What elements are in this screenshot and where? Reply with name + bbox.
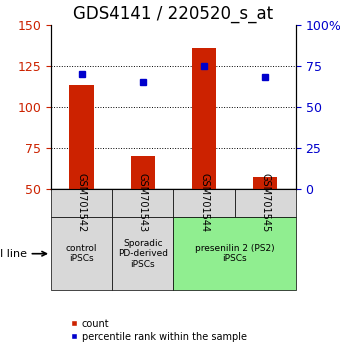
Bar	[192, 48, 216, 189]
Bar	[253, 177, 277, 189]
Text: presenilin 2 (PS2)
iPSCs: presenilin 2 (PS2) iPSCs	[195, 244, 274, 263]
Text: GSM701542: GSM701542	[76, 173, 87, 233]
Text: GSM701545: GSM701545	[260, 173, 270, 233]
Legend: count, percentile rank within the sample: count, percentile rank within the sample	[66, 315, 251, 346]
Title: GDS4141 / 220520_s_at: GDS4141 / 220520_s_at	[73, 6, 273, 23]
Text: control
iPSCs: control iPSCs	[66, 244, 97, 263]
FancyBboxPatch shape	[112, 189, 173, 217]
Text: Sporadic
PD-derived
iPSCs: Sporadic PD-derived iPSCs	[118, 239, 168, 269]
Text: cell line: cell line	[0, 249, 46, 259]
FancyBboxPatch shape	[112, 217, 173, 290]
FancyBboxPatch shape	[173, 189, 235, 217]
Text: GSM701544: GSM701544	[199, 173, 209, 233]
Text: GSM701543: GSM701543	[138, 173, 148, 233]
FancyBboxPatch shape	[235, 189, 296, 217]
Bar	[131, 156, 155, 189]
FancyBboxPatch shape	[51, 189, 112, 217]
Bar	[69, 85, 94, 189]
FancyBboxPatch shape	[173, 217, 296, 290]
FancyBboxPatch shape	[51, 217, 112, 290]
